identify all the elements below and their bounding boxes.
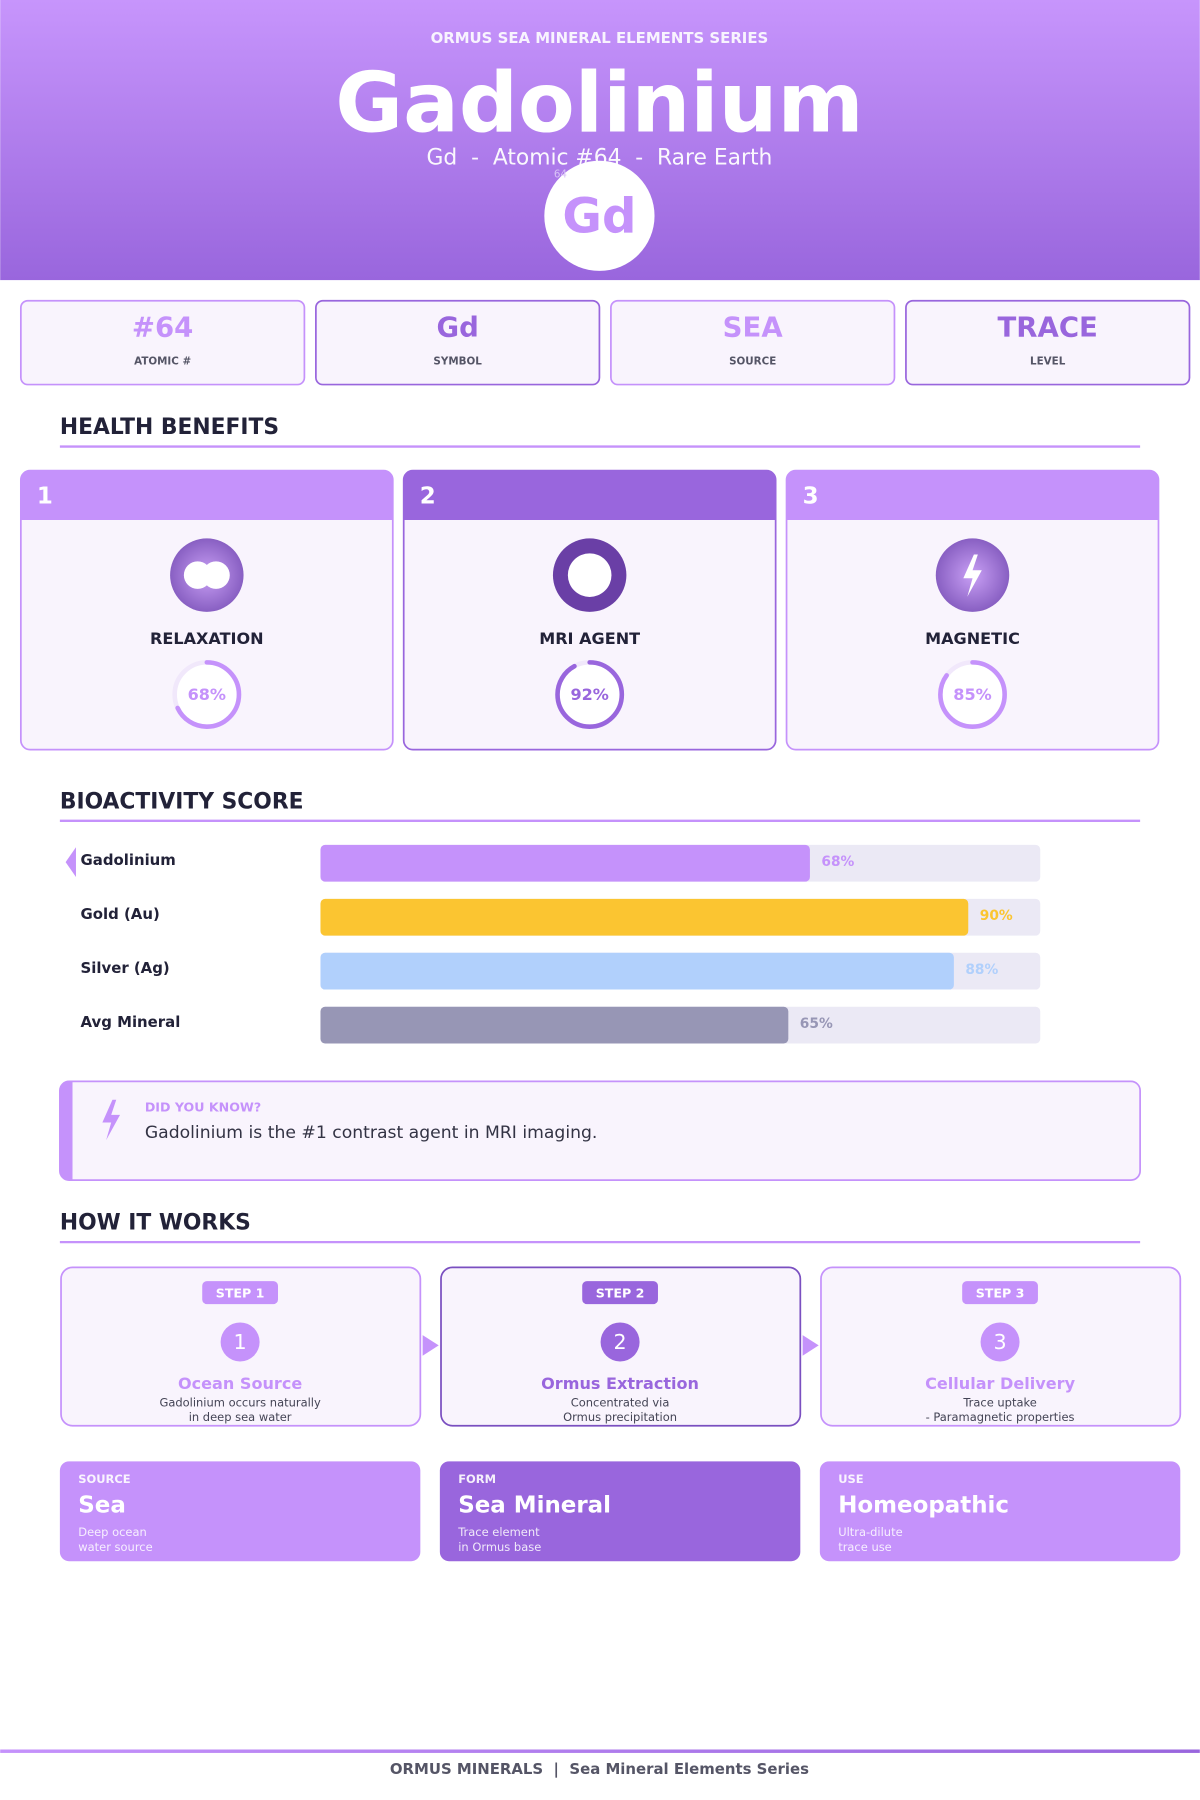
bar-value-label: 68% (821, 854, 854, 870)
info-text: Ultra-dilute (838, 1525, 902, 1539)
benefit-number: 1 (37, 484, 53, 510)
stat-label: SOURCE (729, 356, 776, 368)
stat-value: #64 (132, 311, 193, 343)
fact-label: DID YOU KNOW? (145, 1099, 261, 1114)
stat-label: SYMBOL (433, 356, 482, 368)
score-label: 68% (188, 685, 226, 704)
stat-card (19, 299, 306, 386)
info-label: SOURCE (78, 1472, 130, 1486)
step-text: Trace uptake (962, 1395, 1036, 1409)
info-card (59, 1461, 421, 1562)
bar-value-label: 65% (800, 1016, 833, 1032)
step-text: Gadolinium occurs naturally (159, 1395, 321, 1409)
step-pill (962, 1281, 1038, 1305)
step-number: 1 (234, 1330, 247, 1354)
footer-rule (0, 1749, 1200, 1753)
section-title: BIOACTIVITY SCORE (60, 789, 304, 814)
series-label: ORMUS SEA MINERAL ELEMENTS SERIES (431, 29, 769, 47)
step-title: Ocean Source (178, 1374, 302, 1393)
score-ring (172, 660, 242, 729)
bar-value-label: 90% (980, 908, 1013, 924)
score-ring (938, 660, 1007, 729)
benefit-name: RELAXATION (150, 629, 264, 648)
bar-category: Gadolinium (81, 851, 176, 869)
icon-shape (567, 553, 612, 597)
info-text: in Ormus base (458, 1540, 541, 1554)
stat-value: SEA (723, 311, 784, 343)
fact-text: Gadolinium is the #1 contrast agent in M… (145, 1123, 598, 1143)
step-title: Ormus Extraction (541, 1374, 699, 1393)
section-title: HEALTH BENEFITS (60, 415, 279, 440)
info-value: Homeopathic (838, 1493, 1009, 1519)
info-text: Deep ocean (78, 1525, 147, 1539)
step-pill-label: STEP 1 (216, 1285, 265, 1300)
step-arrow (802, 1335, 819, 1356)
stat-card (315, 299, 601, 386)
benefit-number: 3 (803, 484, 819, 510)
info-text: water source (78, 1540, 152, 1554)
stat-card (905, 299, 1191, 386)
fact-icon (102, 1099, 121, 1141)
score-label: 92% (570, 685, 608, 704)
info-label: USE (838, 1472, 863, 1486)
stat-label: LEVEL (1030, 356, 1066, 368)
bar (320, 1006, 789, 1044)
bar-value-label: 88% (965, 962, 998, 978)
info-text: Trace element (457, 1525, 540, 1539)
info-label: FORM (458, 1472, 496, 1486)
info-value: Sea Mineral (458, 1493, 611, 1519)
score-label: 85% (953, 685, 991, 704)
step-text: in deep sea water (189, 1410, 292, 1424)
badge (544, 160, 655, 271)
step-pill-label: STEP 3 (976, 1285, 1025, 1300)
benefit-name: MRI AGENT (539, 629, 640, 648)
benefit-name: MAGNETIC (925, 629, 1020, 648)
fact-stripe (59, 1081, 73, 1181)
section-title: HOW IT WORKS (60, 1211, 251, 1236)
step-title: Cellular Delivery (925, 1374, 1076, 1393)
score-ring (555, 660, 625, 729)
stat-value: Gd (436, 311, 478, 343)
icon-shape (963, 554, 982, 597)
benefit-card-header (786, 470, 1159, 521)
info-card (439, 1461, 801, 1562)
step-pill (202, 1281, 278, 1305)
icon-shape (202, 561, 230, 589)
benefit-number: 2 (420, 484, 436, 510)
step-text: - Paramagnetic properties (926, 1410, 1075, 1424)
step-text: Concentrated via (571, 1395, 670, 1409)
bar-category: Avg Mineral (81, 1013, 181, 1031)
bar-category: Gold (Au) (81, 905, 160, 923)
info-text: trace use (838, 1540, 892, 1554)
step-circle (220, 1322, 260, 1362)
bar-category: Silver (Ag) (81, 959, 170, 977)
step-circle (980, 1322, 1020, 1362)
step-text: Ormus precipitation (563, 1410, 677, 1424)
step-number: 2 (614, 1330, 627, 1354)
step-number: 3 (993, 1330, 1006, 1354)
info-card (819, 1461, 1181, 1562)
step-arrow (422, 1335, 439, 1356)
stat-value: TRACE (998, 311, 1098, 343)
step-pill-label: STEP 2 (596, 1285, 645, 1300)
badge-symbol: Gd (562, 188, 636, 244)
step-circle (600, 1322, 640, 1362)
badge-number: 64 (554, 168, 567, 180)
step-pill (582, 1281, 658, 1305)
bar (320, 844, 810, 882)
bar (320, 952, 954, 990)
footer-text: ORMUS MINERALS | Sea Mineral Elements Se… (390, 1760, 809, 1778)
stat-label: ATOMIC # (134, 356, 191, 368)
benefit-card-header (20, 470, 393, 521)
bar (320, 898, 969, 936)
benefit-card-header (403, 470, 776, 521)
info-value: Sea (78, 1493, 126, 1519)
stat-card (610, 299, 896, 386)
highlight-marker (65, 847, 76, 878)
title: Gadolinium (335, 56, 863, 152)
